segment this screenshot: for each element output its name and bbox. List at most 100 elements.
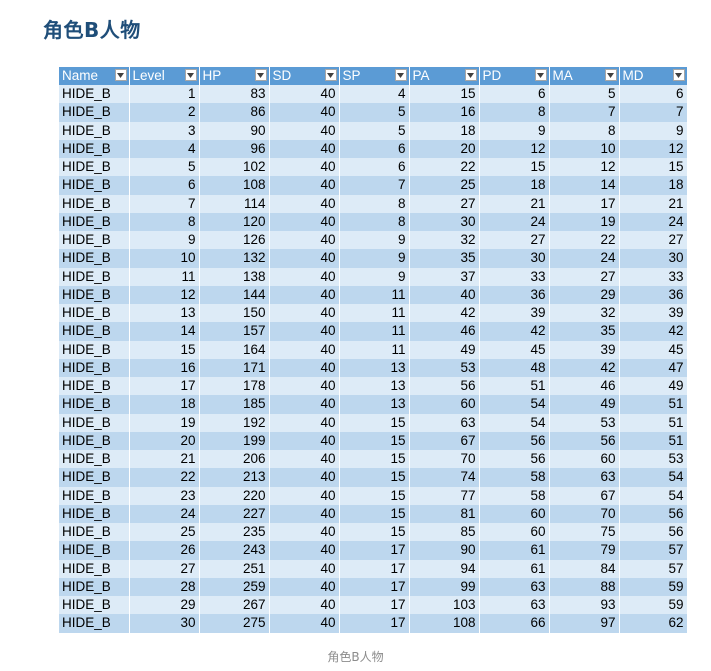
level-cell: 30 <box>129 614 200 633</box>
level-cell: 8 <box>129 212 200 231</box>
sp-cell: 15 <box>339 504 410 523</box>
pd-cell: 6 <box>479 85 550 104</box>
pd-cell: 24 <box>479 212 550 231</box>
md-cell: 57 <box>619 541 688 560</box>
hp-cell: 108 <box>199 176 270 195</box>
pd-cell: 42 <box>479 322 550 341</box>
ma-cell: 56 <box>549 431 620 450</box>
stats-table: Name Level HP SD SP PA PD MA MD HIDE_B 1 8… <box>59 67 688 633</box>
filter-dropdown-icon[interactable] <box>324 69 337 81</box>
ma-cell: 39 <box>549 340 620 359</box>
column-header-name: Name <box>59 67 130 85</box>
table-row: HIDE_B 14 157 40 11 46 42 35 42 <box>59 322 688 341</box>
name-cell: HIDE_B <box>59 486 130 505</box>
name-cell: HIDE_B <box>59 267 130 286</box>
hp-cell: 243 <box>199 541 270 560</box>
md-cell: 30 <box>619 249 688 268</box>
hp-cell: 83 <box>199 85 270 104</box>
pd-cell: 54 <box>479 395 550 414</box>
md-cell: 42 <box>619 322 688 341</box>
filter-dropdown-icon[interactable] <box>114 69 127 81</box>
filter-dropdown-icon[interactable] <box>394 69 407 81</box>
sd-cell: 40 <box>269 85 340 104</box>
name-cell: HIDE_B <box>59 431 130 450</box>
level-cell: 4 <box>129 139 200 158</box>
filter-dropdown-icon[interactable] <box>534 69 547 81</box>
level-cell: 14 <box>129 322 200 341</box>
pa-cell: 108 <box>409 614 480 633</box>
pa-cell: 22 <box>409 158 480 177</box>
md-cell: 51 <box>619 395 688 414</box>
ma-cell: 75 <box>549 523 620 542</box>
level-cell: 29 <box>129 596 200 615</box>
table-row: HIDE_B 21 206 40 15 70 56 60 53 <box>59 450 688 469</box>
column-header-sp: SP <box>339 67 410 85</box>
name-cell: HIDE_B <box>59 340 130 359</box>
sd-cell: 40 <box>269 614 340 633</box>
md-cell: 59 <box>619 596 688 615</box>
pd-cell: 48 <box>479 358 550 377</box>
ma-cell: 79 <box>549 541 620 560</box>
level-cell: 15 <box>129 340 200 359</box>
table-row: HIDE_B 17 178 40 13 56 51 46 49 <box>59 377 688 396</box>
pa-cell: 42 <box>409 304 480 323</box>
pa-cell: 99 <box>409 577 480 596</box>
hp-cell: 267 <box>199 596 270 615</box>
hp-cell: 144 <box>199 285 270 304</box>
ma-cell: 35 <box>549 322 620 341</box>
ma-cell: 67 <box>549 486 620 505</box>
pd-cell: 9 <box>479 121 550 140</box>
name-cell: HIDE_B <box>59 577 130 596</box>
name-cell: HIDE_B <box>59 212 130 231</box>
md-cell: 56 <box>619 504 688 523</box>
pd-cell: 56 <box>479 431 550 450</box>
column-header-sd: SD <box>269 67 340 85</box>
ma-cell: 8 <box>549 121 620 140</box>
pd-cell: 51 <box>479 377 550 396</box>
pa-cell: 56 <box>409 377 480 396</box>
level-cell: 25 <box>129 523 200 542</box>
filter-dropdown-icon[interactable] <box>254 69 267 81</box>
table-row: HIDE_B 30 275 40 17 108 66 97 62 <box>59 614 688 633</box>
table-row: HIDE_B 26 243 40 17 90 61 79 57 <box>59 541 688 560</box>
filter-dropdown-icon[interactable] <box>184 69 197 81</box>
name-cell: HIDE_B <box>59 523 130 542</box>
ma-cell: 42 <box>549 358 620 377</box>
sp-cell: 11 <box>339 304 410 323</box>
name-cell: HIDE_B <box>59 85 130 104</box>
column-header-level: Level <box>129 67 200 85</box>
header-row: Name Level HP SD SP PA PD MA MD <box>59 67 688 85</box>
sp-cell: 4 <box>339 85 410 104</box>
filter-dropdown-icon[interactable] <box>604 69 617 81</box>
filter-dropdown-icon[interactable] <box>464 69 477 81</box>
sp-cell: 9 <box>339 249 410 268</box>
table-row: HIDE_B 18 185 40 13 60 54 49 51 <box>59 395 688 414</box>
level-cell: 7 <box>129 194 200 213</box>
table-row: HIDE_B 29 267 40 17 103 63 93 59 <box>59 596 688 615</box>
pd-cell: 30 <box>479 249 550 268</box>
level-cell: 11 <box>129 267 200 286</box>
pa-cell: 67 <box>409 431 480 450</box>
pa-cell: 46 <box>409 322 480 341</box>
md-cell: 56 <box>619 523 688 542</box>
hp-cell: 102 <box>199 158 270 177</box>
pd-cell: 36 <box>479 285 550 304</box>
md-cell: 12 <box>619 139 688 158</box>
sd-cell: 40 <box>269 121 340 140</box>
name-cell: HIDE_B <box>59 176 130 195</box>
sp-cell: 9 <box>339 231 410 250</box>
table-row: HIDE_B 1 83 40 4 15 6 5 6 <box>59 85 688 104</box>
pa-cell: 27 <box>409 194 480 213</box>
pd-cell: 12 <box>479 139 550 158</box>
sd-cell: 40 <box>269 504 340 523</box>
sd-cell: 40 <box>269 596 340 615</box>
sd-cell: 40 <box>269 377 340 396</box>
name-cell: HIDE_B <box>59 304 130 323</box>
hp-cell: 251 <box>199 559 270 578</box>
filter-dropdown-icon[interactable] <box>672 69 685 81</box>
hp-cell: 86 <box>199 103 270 122</box>
table-row: HIDE_B 16 171 40 13 53 48 42 47 <box>59 358 688 377</box>
level-cell: 24 <box>129 504 200 523</box>
name-cell: HIDE_B <box>59 614 130 633</box>
name-cell: HIDE_B <box>59 158 130 177</box>
